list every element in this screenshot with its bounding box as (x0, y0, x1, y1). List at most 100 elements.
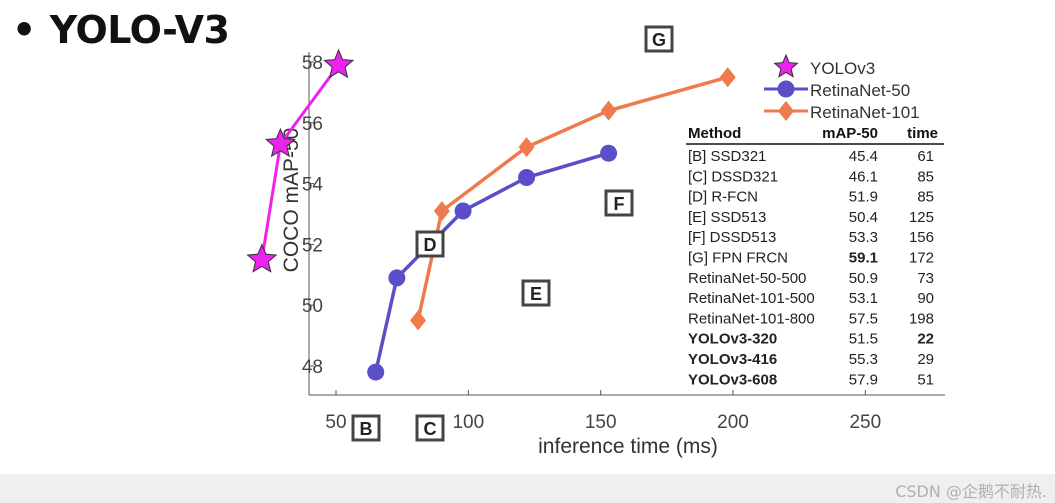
title-bullet: • (12, 8, 36, 52)
table-cell-map: 57.9 (849, 371, 878, 388)
annotation-label: D (424, 235, 437, 255)
x-tick-label: 200 (717, 412, 749, 433)
annotation-c: C (415, 414, 445, 442)
x-axis-label: inference time (ms) (538, 435, 718, 458)
annotation-box (644, 25, 674, 53)
annotation-label: C (424, 419, 437, 439)
title-text: YOLO-V3 (49, 8, 230, 52)
table-cell-time: 73 (917, 270, 934, 287)
table-row: [G] FPN FRCN 59.1 172 (688, 250, 934, 267)
annotation-label: E (530, 284, 542, 304)
retinanet-101-point (410, 310, 427, 331)
y-tick-label: 52 (302, 235, 323, 256)
legend-yolov3-marker (773, 53, 799, 78)
table-cell-method: [B] SSD321 (688, 148, 766, 165)
slide-title: • YOLO-V3 (12, 8, 230, 52)
table-cell-method: [G] FPN FRCN (688, 250, 788, 267)
table-cell-map: 59.1 (849, 250, 878, 267)
legend-label: YOLOv3 (810, 59, 875, 78)
watermark: CSDN @企鹅不耐热. (895, 482, 1047, 501)
table-row: RetinaNet-101-800 57.5 198 (688, 310, 934, 327)
table-cell-method: YOLOv3-608 (688, 371, 777, 388)
table-cell-time: 22 (917, 331, 934, 348)
table-cell-map: 55.3 (849, 351, 878, 368)
table-cell-time: 198 (909, 310, 934, 327)
annotation-box (604, 189, 634, 217)
table-cell-map: 53.1 (849, 290, 878, 307)
retinanet-101-point (433, 200, 450, 221)
table-cell-time: 172 (909, 250, 934, 267)
table-cell-map: 53.3 (849, 229, 878, 246)
x-tick-label: 250 (849, 412, 881, 433)
legend-retinanet-50-marker (777, 80, 795, 98)
table-row: YOLOv3-608 57.9 51 (688, 371, 934, 388)
annotation-d: D (415, 230, 445, 258)
table-row: [E] SSD513 50.4 125 (688, 209, 934, 226)
x-tick-label: 150 (585, 412, 617, 433)
annotation-g: G (644, 25, 674, 53)
legend: YOLOv3 RetinaNet-50 RetinaNet-101 (810, 59, 920, 122)
table-header-map: mAP-50 (822, 125, 878, 142)
table-row: YOLOv3-416 55.3 29 (688, 351, 934, 368)
table-row: [B] SSD321 45.4 61 (688, 148, 934, 165)
table-cell-method: YOLOv3-416 (688, 351, 777, 368)
table-cell-method: RetinaNet-50-500 (688, 270, 806, 287)
yolov3-point (323, 48, 355, 79)
table-cell-method: [C] DSSD321 (688, 168, 778, 185)
table-cell-time: 51 (917, 371, 934, 388)
annotation-label: F (614, 194, 625, 214)
retinanet-101-point (719, 67, 736, 88)
retinanet-101-point (518, 137, 535, 158)
retinanet-50-point (388, 269, 406, 287)
legend-label: RetinaNet-101 (810, 103, 920, 122)
footer-bar: CSDN @企鹅不耐热. (0, 474, 1055, 503)
retinanet-50-point (454, 202, 472, 220)
table-cell-method: [D] R-FCN (688, 189, 758, 206)
table-cell-map: 45.4 (849, 148, 878, 165)
table-cell-map: 51.5 (849, 331, 878, 348)
legend-retinanet-101-marker (778, 101, 794, 121)
table-row: RetinaNet-50-500 50.9 73 (688, 270, 934, 287)
methods-table: Method mAP-50 time [B] SSD321 45.4 61 [C] DSSD… (686, 125, 944, 388)
table-cell-time: 90 (917, 290, 934, 307)
y-tick-label: 56 (302, 114, 323, 135)
table-cell-method: [E] SSD513 (688, 209, 766, 226)
x-tick-label: 50 (325, 412, 346, 433)
table-cell-method: RetinaNet-101-800 (688, 310, 815, 327)
annotation-b: B (351, 414, 381, 442)
yolov3-point (264, 127, 296, 158)
table-cell-method: RetinaNet-101-500 (688, 290, 815, 307)
table-cell-map: 50.4 (849, 209, 878, 226)
x-tick-label: 100 (452, 412, 484, 433)
y-axis-label: COCO mAP-50 (280, 128, 303, 273)
retinanet-50-point (518, 169, 536, 187)
legend-label: RetinaNet-50 (810, 81, 910, 100)
table-cell-time: 85 (917, 189, 934, 206)
annotation-label: G (652, 30, 666, 50)
y-tick-label: 50 (302, 296, 323, 317)
annotation-box (415, 230, 445, 258)
annotation-e: E (521, 279, 551, 307)
yolov3-point (246, 243, 278, 273)
y-tick-label: 54 (302, 175, 324, 196)
table-cell-method: [F] DSSD513 (688, 229, 776, 246)
retinanet-50-point (600, 144, 618, 162)
table-cell-time: 61 (917, 148, 934, 165)
table-row: [F] DSSD513 53.3 156 (688, 229, 934, 246)
table-header-method: Method (688, 125, 741, 142)
table-cell-time: 156 (909, 229, 934, 246)
table-row: RetinaNet-101-500 53.1 90 (688, 290, 934, 307)
plot-area (309, 52, 945, 395)
annotation-label: B (360, 419, 373, 439)
table-header-time: time (907, 125, 938, 142)
annotation-box (415, 414, 445, 442)
y-tick-label: 58 (302, 53, 323, 74)
y-tick-label: 48 (302, 357, 323, 378)
table-row: [D] R-FCN 51.9 85 (688, 189, 934, 206)
table-cell-time: 85 (917, 168, 934, 185)
annotation-f: F (604, 189, 634, 217)
table-cell-time: 125 (909, 209, 934, 226)
table-cell-map: 51.9 (849, 189, 878, 206)
table-cell-map: 46.1 (849, 168, 878, 185)
